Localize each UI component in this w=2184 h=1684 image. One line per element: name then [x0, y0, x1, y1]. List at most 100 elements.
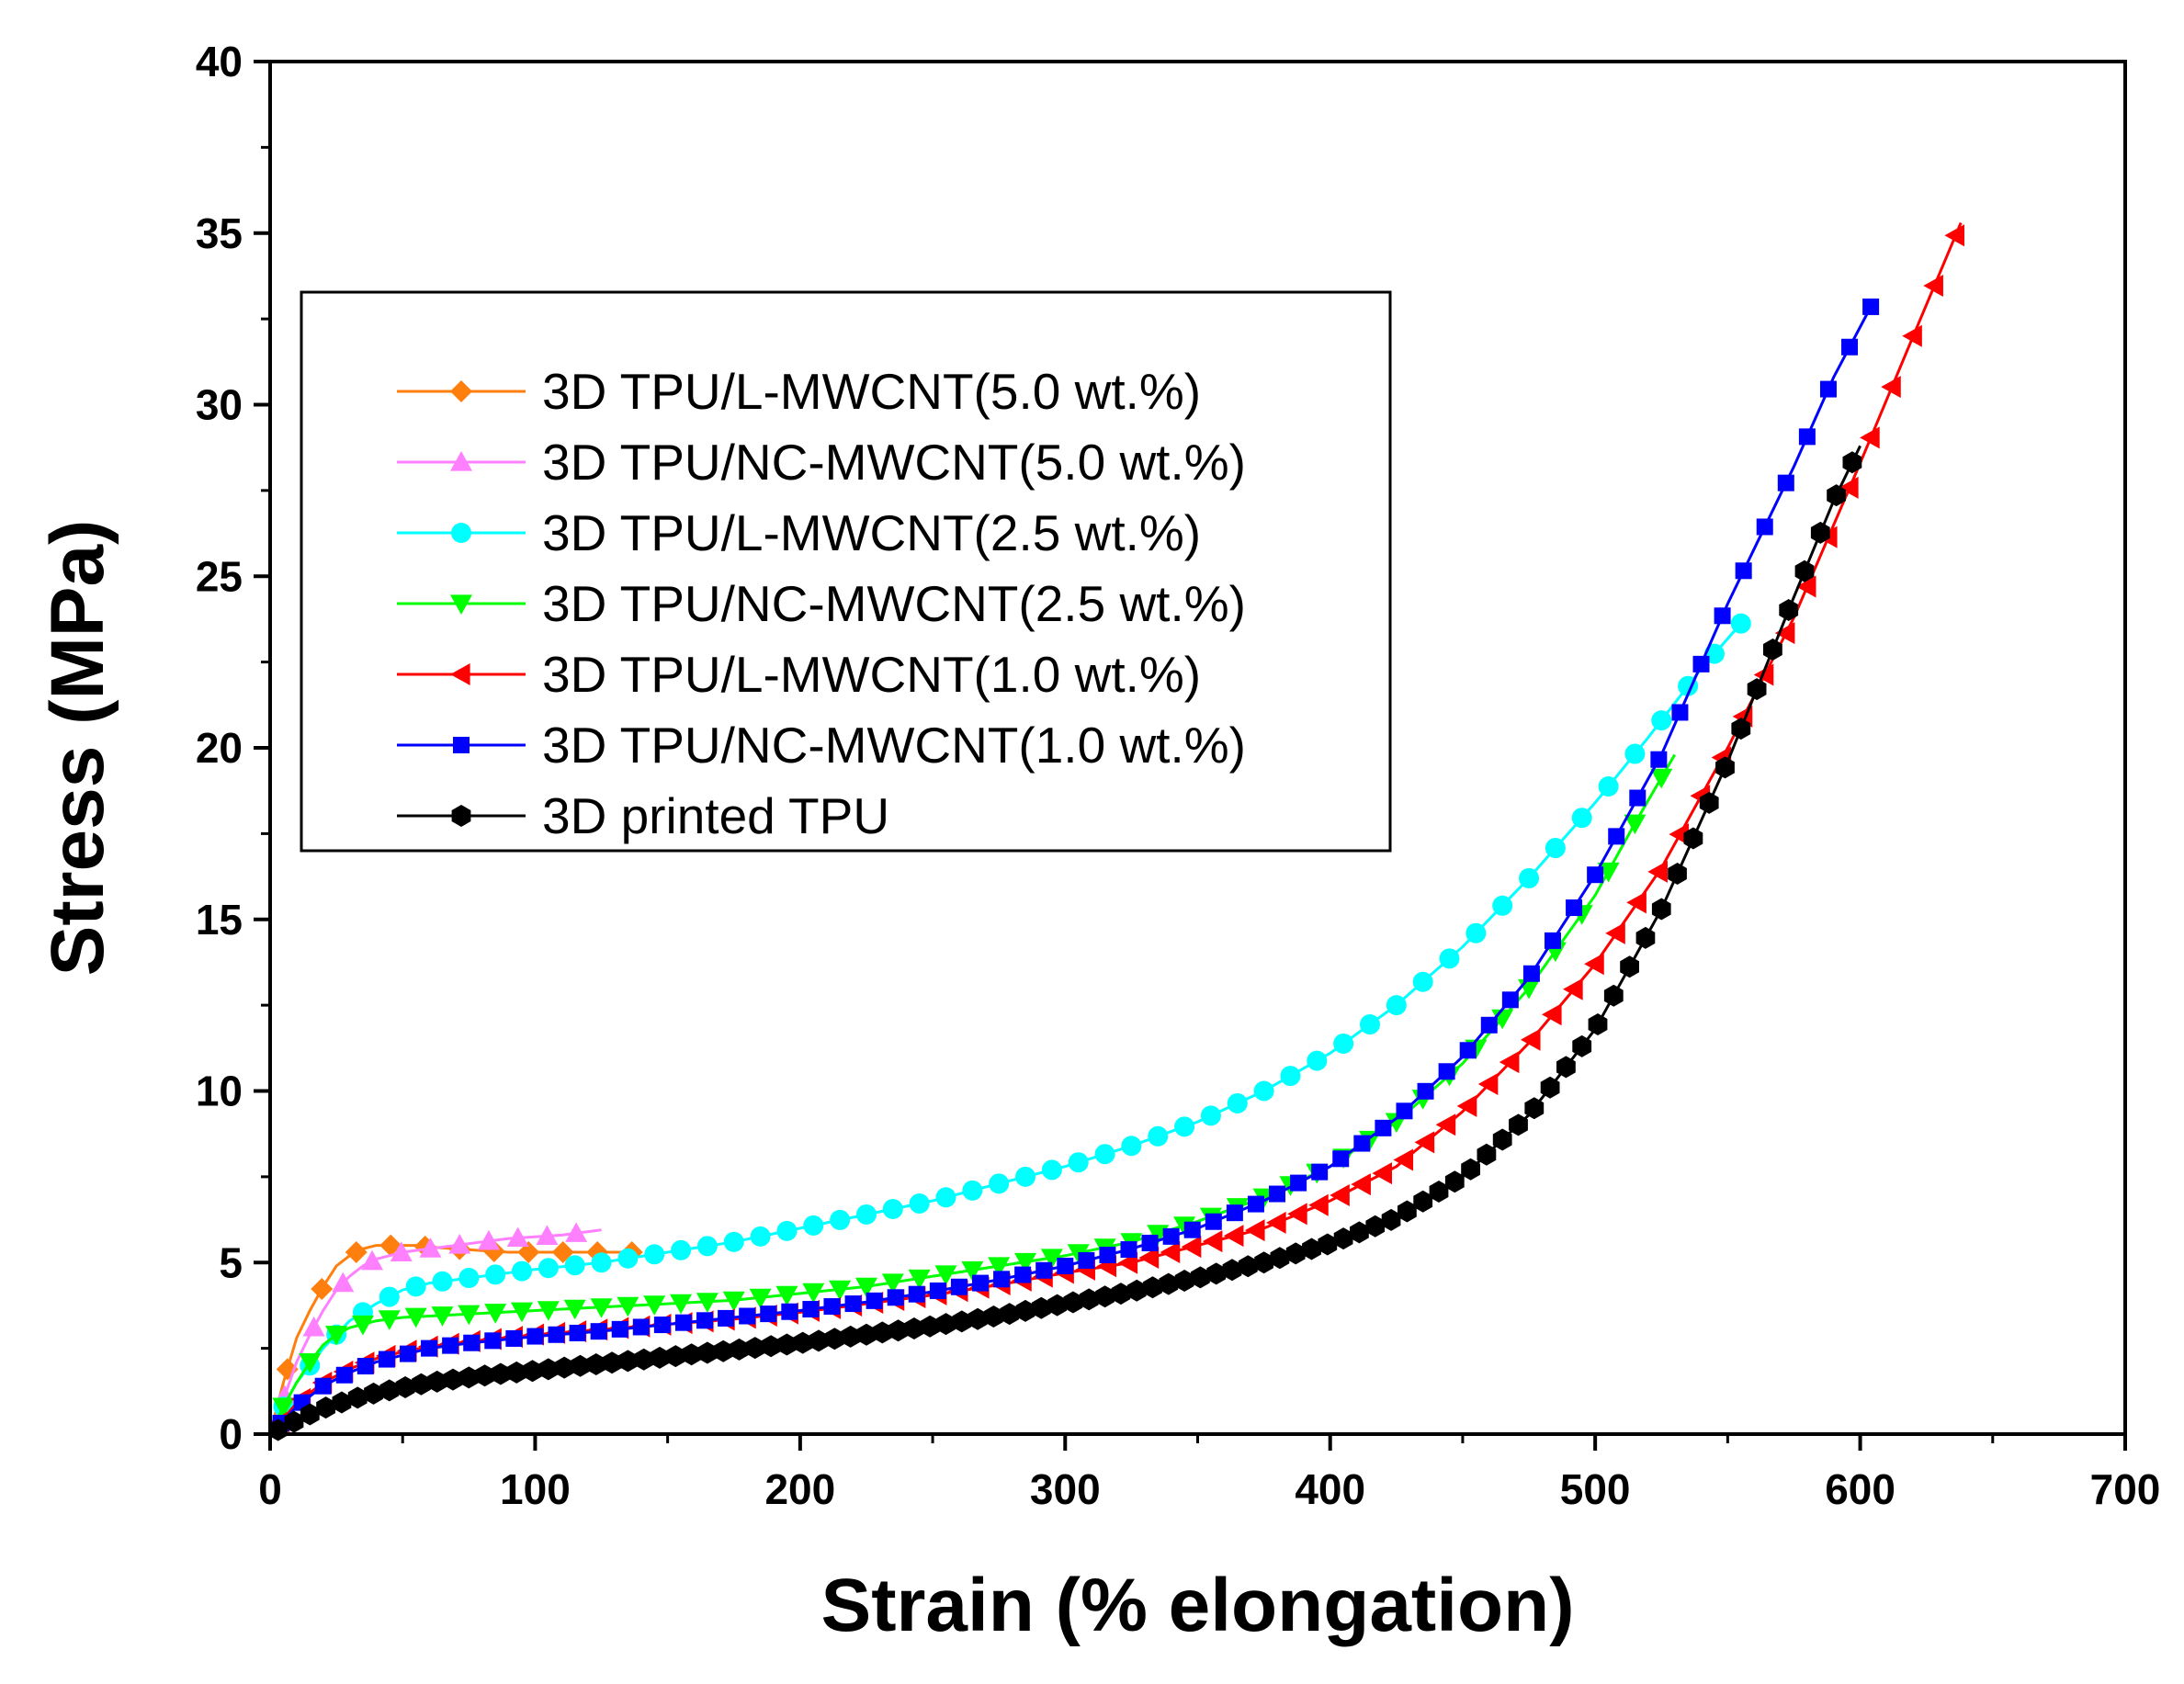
data-point	[1777, 474, 1794, 492]
data-point	[458, 1366, 479, 1389]
data-point	[1566, 899, 1583, 917]
data-point	[1413, 1190, 1433, 1213]
data-point	[1381, 1208, 1401, 1231]
data-point	[777, 1333, 797, 1356]
data-point	[506, 1226, 529, 1248]
data-point	[1671, 704, 1689, 721]
data-point	[1522, 965, 1540, 982]
data-point	[1353, 1135, 1371, 1152]
data-point	[1396, 1102, 1413, 1120]
data-point	[1351, 1173, 1371, 1196]
data-point	[909, 1193, 930, 1215]
data-point	[569, 1324, 586, 1341]
data-point	[1756, 518, 1773, 536]
data-point	[670, 1294, 693, 1315]
x-tick-label: 400	[1295, 1465, 1365, 1513]
data-point	[1191, 1266, 1210, 1289]
data-point	[723, 1231, 744, 1252]
series-layer	[268, 221, 1965, 1441]
data-point	[643, 1295, 666, 1316]
data-point	[1584, 953, 1604, 976]
data-point	[442, 1337, 459, 1354]
data-point	[1839, 476, 1859, 499]
legend-label: 3D TPU/L-MWCNT(5.0 wt.%)	[542, 363, 1201, 420]
data-point	[1626, 891, 1646, 914]
data-point	[1603, 984, 1624, 1007]
data-point	[364, 1382, 383, 1405]
data-point	[1860, 426, 1880, 449]
data-point	[590, 1323, 607, 1340]
series-4	[268, 753, 1676, 1435]
data-point	[316, 1396, 335, 1419]
data-point	[803, 1215, 824, 1236]
data-point	[855, 1204, 877, 1225]
data-point	[1205, 1213, 1222, 1230]
data-point	[1035, 1261, 1053, 1279]
data-point	[929, 1282, 946, 1299]
data-point	[1556, 1056, 1576, 1079]
data-point	[1174, 1270, 1194, 1292]
data-point	[1047, 1294, 1067, 1317]
series-6	[268, 298, 1880, 1436]
data-point	[1692, 655, 1710, 672]
data-point	[512, 1260, 533, 1282]
data-point	[761, 1335, 781, 1358]
data-point	[844, 1295, 862, 1313]
data-point	[1120, 1241, 1137, 1259]
legend-marker	[450, 451, 472, 471]
data-point	[1731, 718, 1751, 740]
data-point	[1735, 562, 1752, 580]
data-point	[523, 1360, 542, 1383]
data-point	[745, 1337, 765, 1360]
data-point	[1287, 1203, 1307, 1226]
data-point	[971, 1274, 989, 1292]
data-point	[1386, 995, 1407, 1016]
data-point	[1311, 1163, 1329, 1181]
data-point	[463, 1334, 481, 1351]
data-point	[1819, 380, 1837, 398]
data-point	[1598, 776, 1619, 797]
legend-marker	[453, 737, 470, 753]
data-point	[739, 1307, 756, 1325]
data-point	[1541, 1003, 1562, 1026]
data-point	[1841, 338, 1859, 356]
data-point	[1438, 1063, 1455, 1080]
data-point	[1465, 922, 1487, 944]
y-tick-label: 5	[219, 1238, 243, 1286]
data-point	[1041, 1159, 1062, 1181]
data-point	[1244, 1219, 1265, 1242]
data-point	[644, 1244, 665, 1265]
data-point	[554, 1356, 574, 1379]
legend-item: 3D TPU/L-MWCNT(1.0 wt.%)	[397, 646, 1201, 703]
data-point	[1747, 678, 1767, 701]
data-point	[1285, 1242, 1306, 1265]
data-point	[526, 1328, 544, 1345]
data-point	[823, 1298, 841, 1316]
data-point	[776, 1220, 798, 1241]
data-point	[395, 1376, 415, 1398]
legend-label: 3D TPU/NC-MWCNT(2.5 wt.%)	[542, 575, 1246, 632]
data-point	[548, 1326, 565, 1343]
data-point	[1923, 275, 1943, 298]
data-point	[1587, 866, 1604, 884]
data-point	[904, 1317, 924, 1339]
x-tick-label: 200	[764, 1465, 835, 1513]
data-point	[284, 1410, 304, 1433]
data-point	[1435, 1113, 1456, 1136]
x-tick-label: 100	[500, 1465, 571, 1513]
data-point	[1253, 1080, 1274, 1102]
data-point	[571, 1354, 590, 1377]
x-tick-label: 500	[1560, 1465, 1631, 1513]
data-point	[563, 1299, 586, 1320]
data-point	[611, 1320, 628, 1338]
legend-label: 3D TPU/L-MWCNT(1.0 wt.%)	[542, 646, 1201, 703]
data-point	[634, 1348, 654, 1371]
data-point	[1563, 978, 1583, 1000]
data-point	[1429, 1181, 1449, 1203]
data-point	[1238, 1255, 1258, 1278]
data-point	[1078, 1252, 1095, 1270]
data-point	[1099, 1247, 1116, 1264]
data-point	[399, 1345, 416, 1362]
data-point	[1540, 1076, 1560, 1099]
